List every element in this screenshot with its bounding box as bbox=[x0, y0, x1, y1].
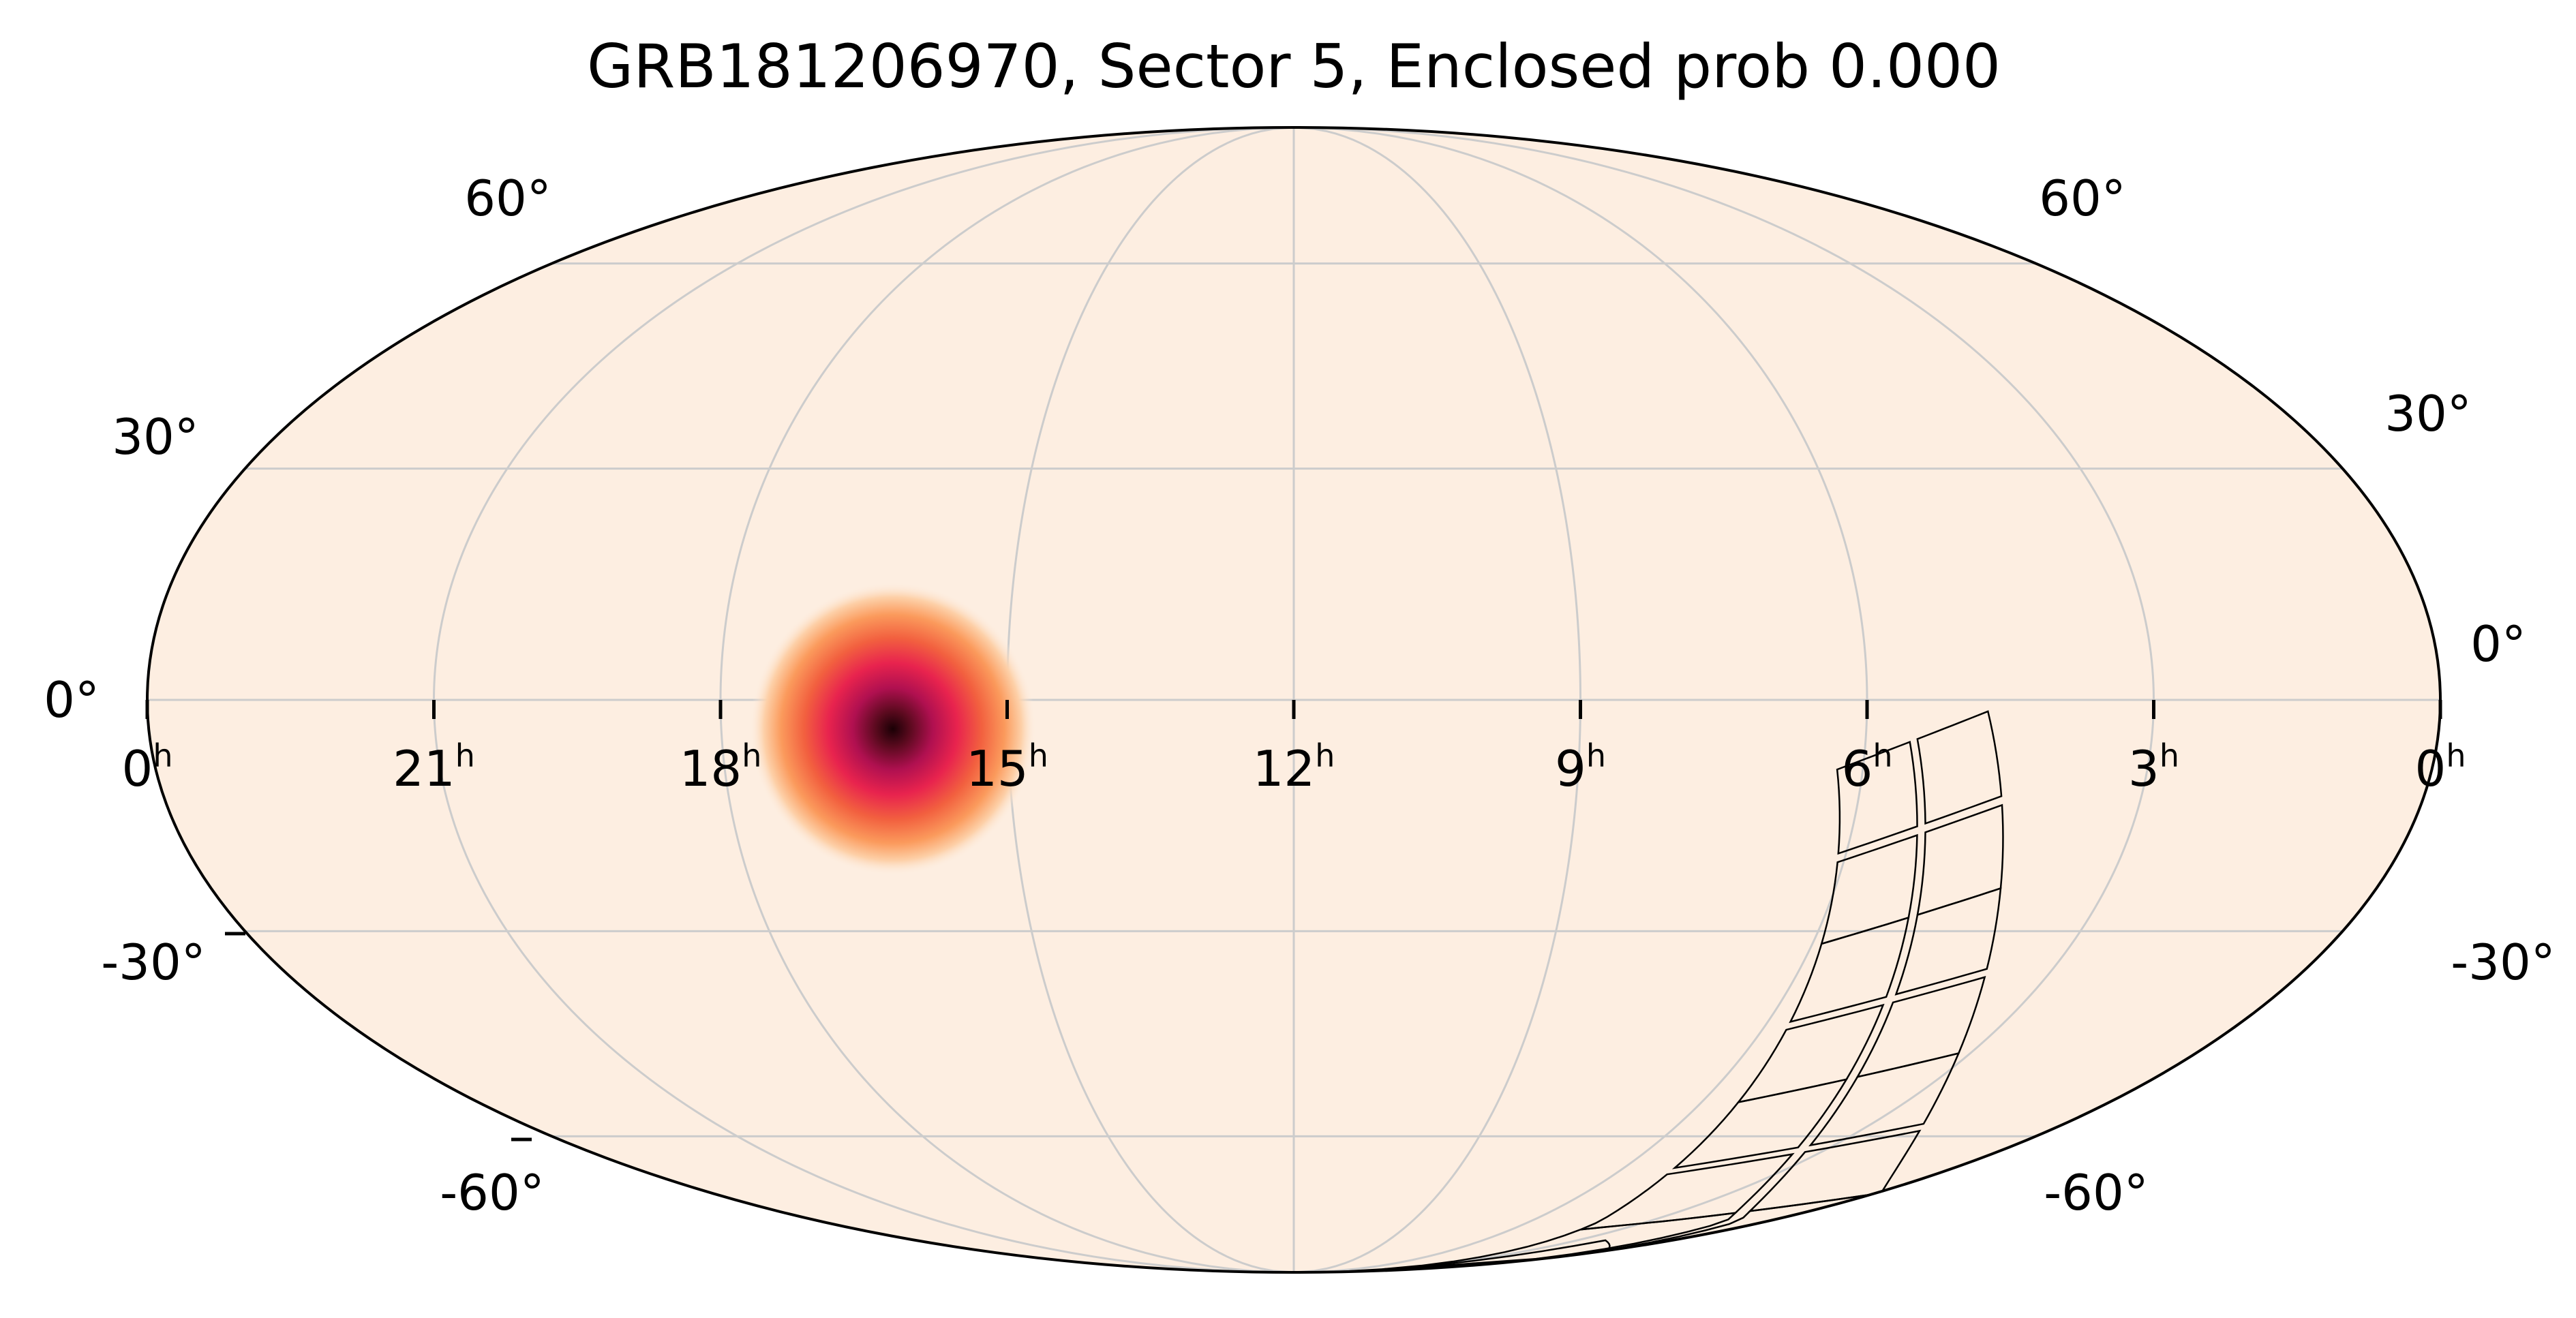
ra-tick-label: 15h bbox=[966, 737, 1048, 797]
ccd-outline bbox=[1808, 1052, 1960, 1147]
dec-tick-labels-left: 60° 30° 0° -30° -60° bbox=[44, 170, 551, 1221]
ra-tick-label: 21h bbox=[393, 737, 475, 797]
map-title: GRB181206970, Sector 5, Enclosed prob 0.… bbox=[587, 31, 2001, 102]
probability-blob bbox=[749, 582, 1036, 876]
ra-tick-label: 0h bbox=[122, 737, 173, 797]
ccd-outline bbox=[1916, 710, 2003, 825]
dec-tick-label: 60° bbox=[464, 170, 551, 227]
ra-tick-label: 6h bbox=[1842, 737, 1893, 797]
dec-tick-label: 60° bbox=[2039, 170, 2126, 227]
ccd-outline bbox=[1836, 740, 1918, 855]
ccd-outline bbox=[1671, 1077, 1849, 1169]
dec-tick-label: -30° bbox=[101, 934, 206, 991]
dec-tick-label: 0° bbox=[2470, 615, 2526, 673]
ccd-outline bbox=[1894, 887, 2002, 996]
dec-tick-label: -60° bbox=[440, 1164, 545, 1221]
ra-tick-label: 3h bbox=[2128, 737, 2179, 797]
dec-tick-label: -30° bbox=[2451, 934, 2556, 991]
dec-tick-labels-right: 60° 30° 0° -30° -60° bbox=[2039, 170, 2556, 1221]
ra-tick-label: 18h bbox=[680, 737, 762, 797]
dec-tick-label: 0° bbox=[44, 671, 100, 729]
equator-tick-marks bbox=[145, 700, 2442, 1141]
probability-region bbox=[749, 582, 1036, 876]
ccd-outline bbox=[1789, 916, 1910, 1024]
ra-tick-label: 12h bbox=[1253, 737, 1335, 797]
ra-tick-label: 9h bbox=[1555, 737, 1606, 797]
dec-tick-label: -60° bbox=[2044, 1164, 2149, 1221]
dec-tick-label: 30° bbox=[2384, 385, 2472, 442]
ra-tick-labels: 0h 21h 18h 15h 12h 9h 6h 3h 0h bbox=[122, 737, 2466, 797]
ra-tick-label: 0h bbox=[2415, 737, 2466, 797]
dec-tick-label: 30° bbox=[112, 408, 199, 465]
